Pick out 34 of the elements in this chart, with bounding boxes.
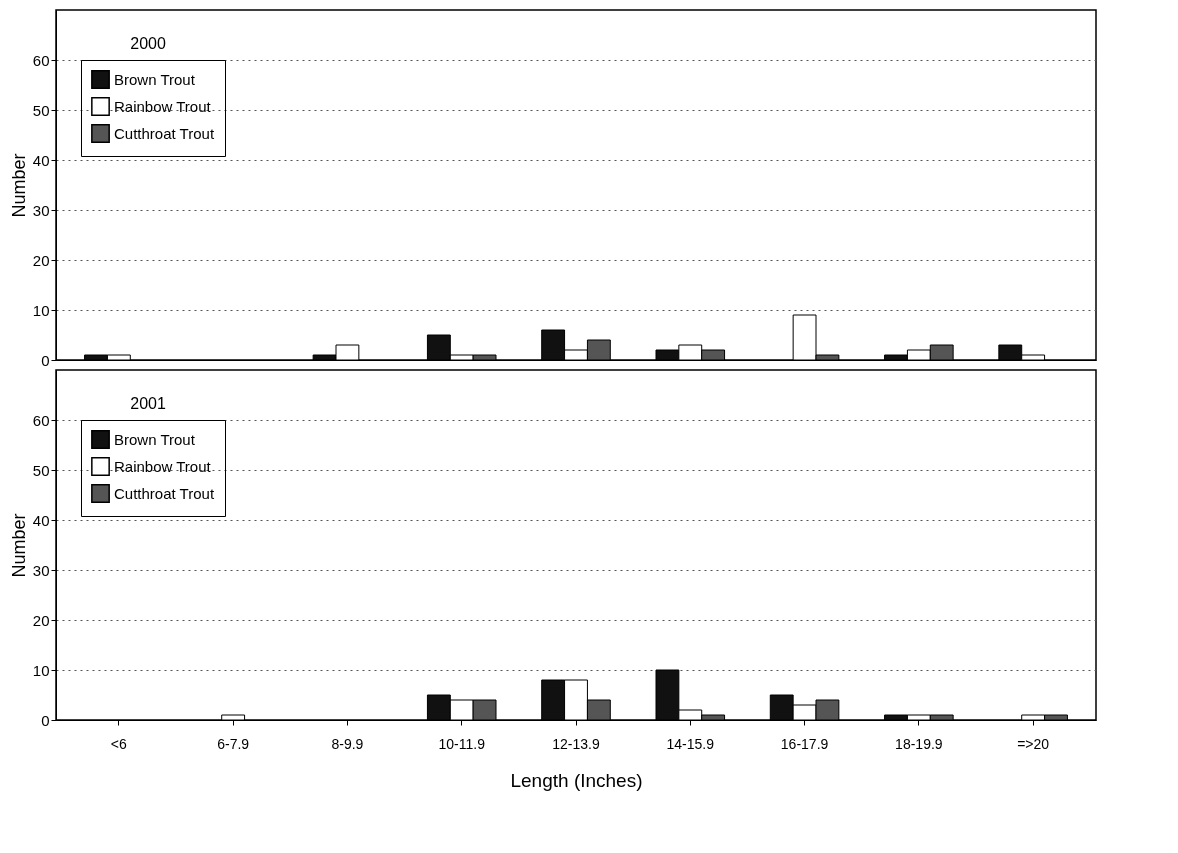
y-tick-label: 20 bbox=[32, 251, 50, 269]
x-tick-label: 18-19.9 bbox=[895, 735, 943, 752]
y-tick-label: 30 bbox=[32, 201, 50, 219]
x-tick-label: 8-9.9 bbox=[331, 735, 364, 752]
x-axis-title: Length (Inches) bbox=[510, 769, 643, 791]
legend-label: Brown Trout bbox=[114, 430, 196, 448]
legend-label: Cutthroat Trout bbox=[114, 124, 215, 142]
x-tick-label: =>20 bbox=[1017, 735, 1050, 752]
x-tick-label: <6 bbox=[110, 735, 128, 752]
legend-label: Rainbow Trout bbox=[114, 97, 212, 115]
text: 2001 bbox=[130, 395, 167, 412]
y-tick-label: 50 bbox=[32, 101, 50, 119]
y-tick-label: 10 bbox=[32, 301, 50, 319]
y-tick-label: 40 bbox=[32, 151, 50, 169]
y-tick-label: 20 bbox=[32, 611, 50, 629]
y-tick-label: 60 bbox=[32, 51, 50, 69]
y-axis-title: Number bbox=[8, 153, 29, 218]
y-tick-label: 10 bbox=[32, 661, 50, 679]
y-tick-label: 50 bbox=[32, 461, 50, 479]
text: 2000 bbox=[130, 35, 167, 52]
y-tick-label: 0 bbox=[41, 711, 50, 729]
legend-label: Cutthroat Trout bbox=[114, 484, 215, 502]
x-tick-label: 12-13.9 bbox=[552, 735, 600, 752]
legend-label: Brown Trout bbox=[114, 70, 196, 88]
legend-label: Rainbow Trout bbox=[114, 457, 212, 475]
y-axis-title: Number bbox=[8, 513, 29, 578]
y-tick-label: 0 bbox=[41, 351, 50, 369]
x-tick-label: 6-7.9 bbox=[217, 735, 250, 752]
y-tick-label: 30 bbox=[32, 561, 50, 579]
x-tick-label: 10-11.9 bbox=[438, 735, 486, 752]
x-tick-label: 14-15.9 bbox=[666, 735, 715, 752]
y-tick-label: 60 bbox=[32, 411, 50, 429]
x-tick-label: 16-17.9 bbox=[780, 735, 829, 752]
y-tick-label: 40 bbox=[32, 511, 50, 529]
